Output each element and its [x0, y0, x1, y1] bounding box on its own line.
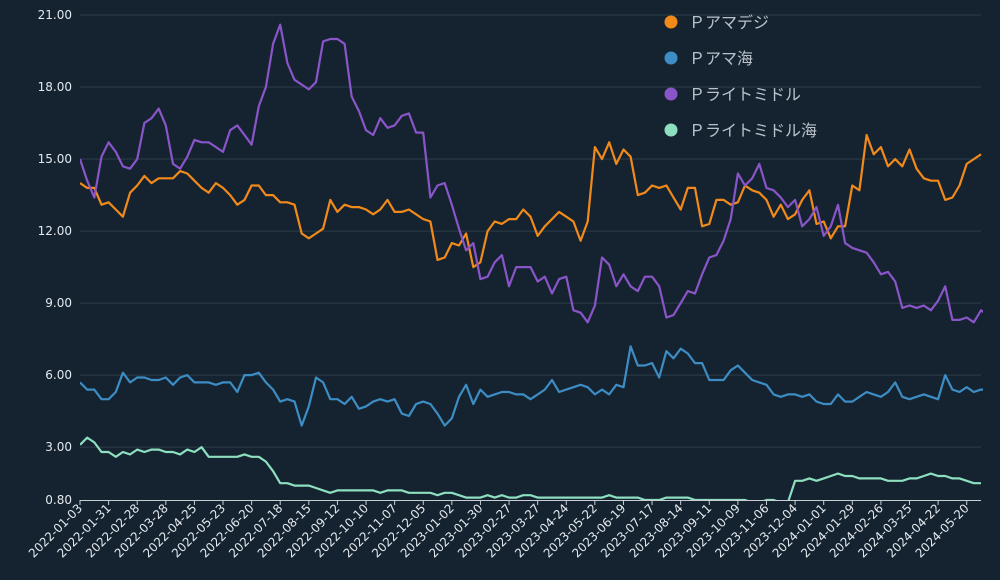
legend-item[interactable]: Ｐアマデジ — [664, 13, 770, 32]
series-line-3 — [80, 436, 981, 500]
legend-item[interactable]: Ｐライトミドル海 — [664, 121, 818, 140]
y-tick-label: 3.00 — [45, 440, 72, 454]
y-tick-label: 6.00 — [45, 368, 72, 382]
legend-label: Ｐアマデジ — [689, 13, 769, 32]
y-tick-label: 9.00 — [45, 296, 72, 310]
y-tick-label: 0.80 — [45, 493, 72, 507]
y-tick-label: 15.00 — [38, 152, 72, 166]
legend[interactable]: Ｐアマデジ Ｐアマ海 Ｐライトミドル Ｐライトミドル海 — [664, 13, 818, 140]
legend-item[interactable]: Ｐライトミドル — [664, 85, 802, 104]
legend-marker — [664, 87, 678, 101]
legend-marker — [664, 15, 678, 29]
y-tick-label: 12.00 — [38, 224, 72, 238]
legend-marker — [664, 51, 678, 65]
legend-item[interactable]: Ｐアマ海 — [664, 49, 754, 68]
legend-marker — [664, 123, 678, 137]
series-line-0 — [80, 133, 982, 269]
y-tick-label: 21.00 — [38, 8, 72, 22]
legend-label: Ｐアマ海 — [689, 49, 753, 68]
series-line-1 — [80, 345, 983, 427]
y-tick-label: 18.00 — [38, 80, 72, 94]
series-lines — [80, 23, 983, 500]
legend-label: Ｐライトミドル — [689, 85, 801, 104]
axes: 0.803.006.009.0012.0015.0018.0021.002022… — [26, 8, 981, 560]
grid-lines — [80, 14, 981, 448]
series-line-2 — [80, 23, 983, 324]
legend-label: Ｐライトミドル海 — [689, 121, 817, 140]
